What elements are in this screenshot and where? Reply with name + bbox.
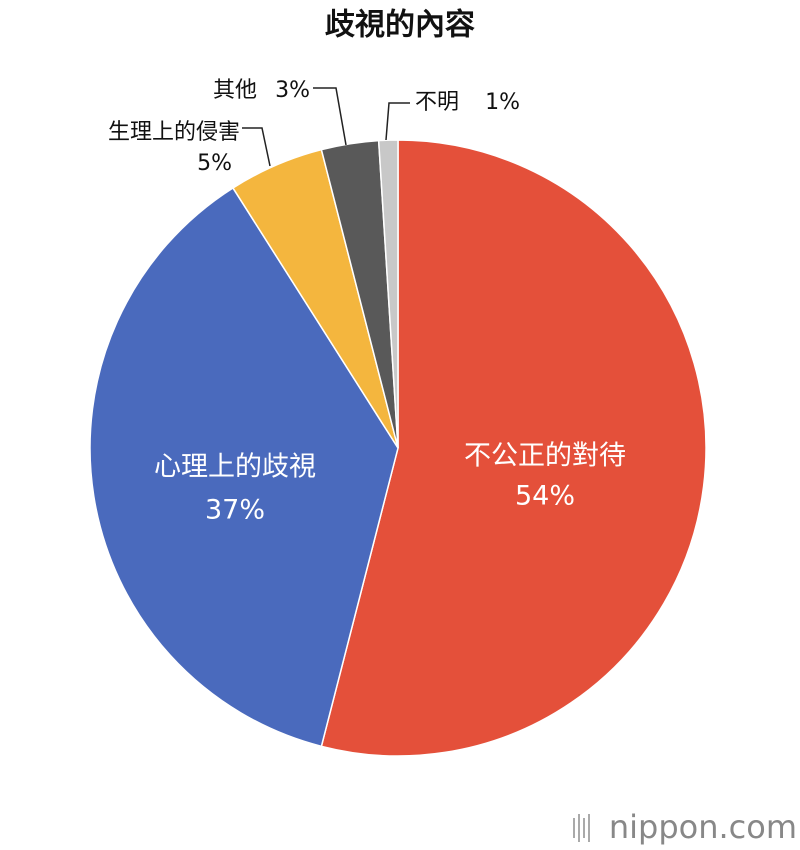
slice-label: 不公正的對待 [464,441,626,472]
leader-line [242,127,271,167]
slice-label: 不明 [415,90,459,115]
value-label: 1% [485,90,520,115]
chart-title: 歧視的內容 [325,8,475,43]
source: nippon.com [609,808,797,846]
slice-label: 其他 [213,78,257,103]
value-label: 54% [515,481,575,512]
slice-label: 生理上的侵害 [108,120,240,145]
pie-slice [377,139,399,449]
leader-line [385,102,410,141]
value-label: 5% [197,151,232,176]
value-label: 37% [205,495,265,526]
leader-line [313,87,347,146]
pie-slice [320,139,707,757]
slice-label: 心理上的歧視 [154,452,316,483]
value-label: 3% [275,78,310,103]
source-icon [573,814,590,842]
